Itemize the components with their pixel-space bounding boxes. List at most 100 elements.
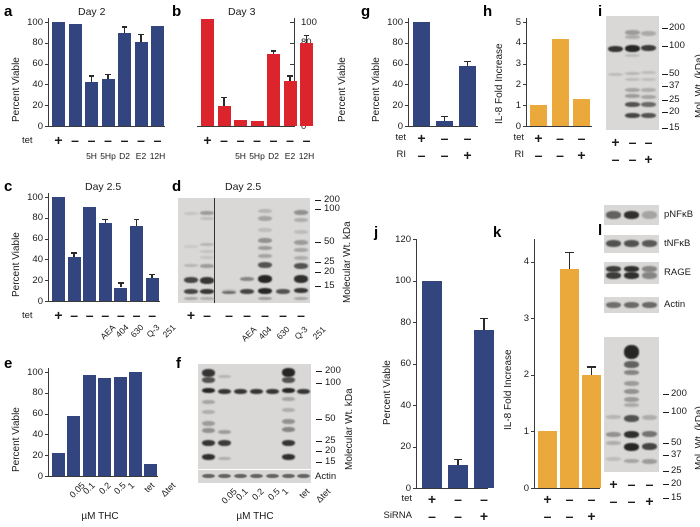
bar (530, 105, 547, 126)
sub-label: 5Hp (249, 151, 265, 161)
bar (422, 280, 442, 488)
blot-band (625, 94, 640, 98)
error-bar (114, 282, 127, 288)
blot-band (624, 403, 639, 407)
panel-j-yaxis (416, 239, 418, 489)
panel-e-xaxis (48, 476, 158, 478)
error-bar-stem (272, 50, 275, 55)
panel-f-axis-label: Molecular Wt. kDa (344, 388, 355, 470)
y-tick-label: 120 (395, 233, 411, 245)
panel-g-yaxis (408, 18, 410, 127)
y-tick-label: 40 (32, 428, 43, 440)
blot-band (202, 377, 215, 383)
blot-band (184, 289, 198, 294)
panel-k-letter: k (493, 224, 502, 241)
condition-sign: – (148, 307, 156, 323)
mw-label: 200 (671, 388, 687, 399)
condition-sign: – (454, 508, 462, 524)
bar (113, 377, 127, 476)
blot-band (202, 400, 215, 404)
bar (118, 32, 131, 126)
panel-g-letter: g (361, 3, 371, 20)
blot-band (200, 264, 214, 268)
y-tick-label: 20 (392, 99, 403, 111)
error-bar (267, 50, 280, 55)
panel-a-xaxis (48, 126, 165, 128)
blot-band (642, 459, 657, 464)
bar (560, 268, 579, 488)
y-tick-label: 20 (32, 274, 43, 286)
mw-label: 200 (325, 365, 341, 376)
y-tick (522, 63, 527, 65)
y-tick-label: 0 (37, 295, 43, 307)
y-tick-label: 100 (301, 16, 317, 28)
mw-tick (315, 286, 321, 288)
bar (267, 54, 280, 126)
blot-band (258, 238, 272, 243)
y-tick-label: 0 (405, 482, 411, 494)
mw-tick (663, 455, 669, 457)
blot-band (200, 256, 214, 259)
mw-tick (662, 112, 668, 114)
y-tick-label: 40 (32, 78, 43, 90)
y-tick-label: 100 (27, 16, 43, 28)
blot-band (258, 262, 272, 268)
y-tick-label: 1 (515, 99, 521, 111)
blot-band (641, 113, 656, 118)
panel-i-axis-label: Mol. Wt. (kDa) (694, 54, 700, 118)
lane-label: 0.2 (249, 486, 266, 503)
strip-inner (604, 297, 659, 313)
bar (474, 330, 494, 488)
error-bar-stem (107, 74, 109, 80)
y-tick-label: 0 (301, 120, 307, 132)
blot-band (202, 410, 215, 414)
blot-band (202, 388, 215, 393)
mw-tick (316, 371, 322, 373)
row-label: tet (401, 493, 412, 504)
error-bar (218, 96, 231, 107)
bar (283, 81, 297, 126)
panel-l-strip-pnfb (604, 205, 659, 225)
blot-band (606, 441, 621, 445)
error-bar-stem (590, 366, 593, 375)
error-bar-cap (453, 458, 463, 461)
y-tick-label: 20 (32, 449, 43, 461)
y-tick-label: 4 (523, 256, 529, 268)
category-label: 0.1 (81, 480, 98, 497)
condition-sign: + (644, 151, 653, 167)
panel-b-yaxis (294, 18, 296, 127)
panel-b-title: Day 3 (228, 6, 256, 18)
bar (85, 82, 98, 126)
lane-label: 251 (310, 324, 328, 342)
error-bar-cap (71, 252, 77, 254)
mw-tick (315, 262, 321, 264)
condition-sign: – (101, 307, 110, 323)
blot-band (266, 473, 279, 478)
blot-band (234, 389, 247, 394)
mw-label: 20 (325, 445, 336, 456)
panel-b-xaxis (197, 126, 295, 128)
y-tick (404, 22, 409, 24)
blot-band (234, 473, 247, 478)
blot-band (202, 440, 215, 446)
bar (114, 287, 128, 301)
error-bar-cap (102, 218, 109, 221)
panel-d: d Day 2.5 200 100 50 25 20 15 Molecular Wt. k… (165, 175, 353, 350)
mw-tick (662, 128, 668, 130)
y-tick (44, 63, 49, 65)
blot-band (218, 430, 231, 434)
blot-band (282, 388, 295, 393)
blot-band (200, 289, 214, 294)
mw-tick (316, 441, 322, 443)
condition-sign: – (132, 307, 141, 323)
mw-tick (662, 28, 668, 30)
panel-f: f Actin 200 100 50 25 20 15 Molecular Wt. kDa… (165, 350, 355, 527)
mw-label: 20 (671, 478, 682, 489)
bar (52, 197, 65, 301)
error-bar-stem (305, 34, 308, 43)
condition-sign: – (120, 132, 129, 148)
error-bar-stem (443, 115, 446, 121)
condition-sign: – (87, 132, 96, 148)
mw-tick (316, 419, 322, 421)
y-tick-label: 0 (523, 482, 529, 494)
